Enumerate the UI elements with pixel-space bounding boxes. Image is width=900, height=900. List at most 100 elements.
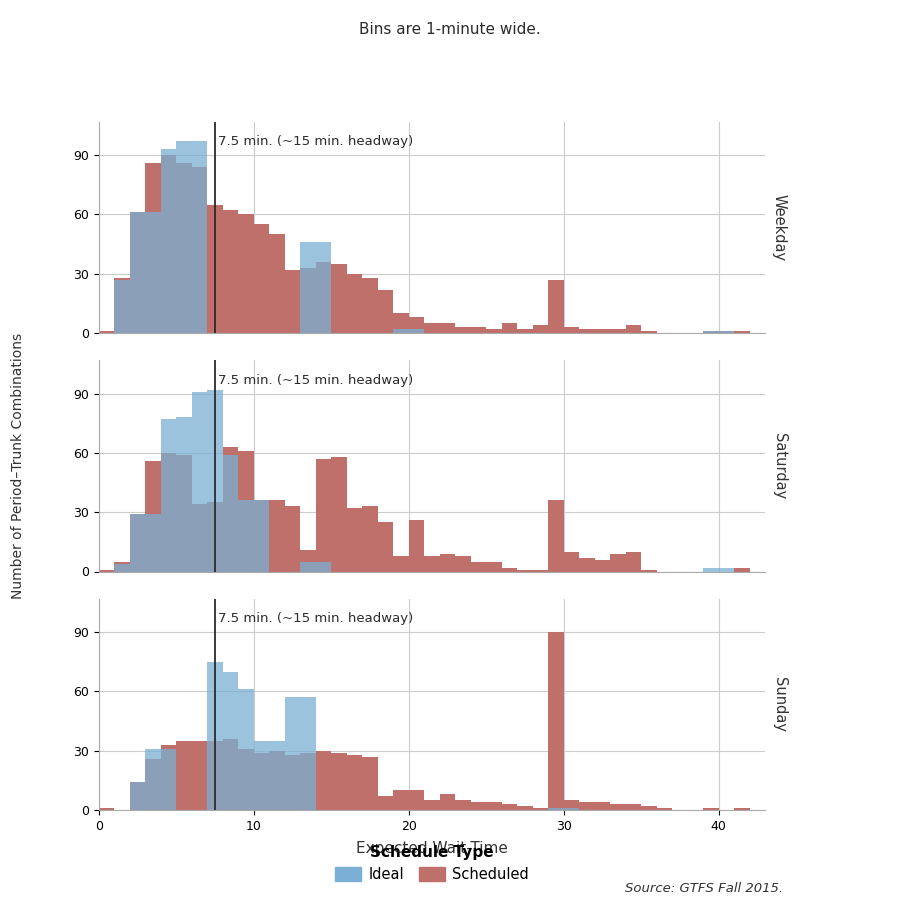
Bar bbox=[254, 500, 269, 572]
Bar bbox=[316, 262, 331, 333]
Bar bbox=[378, 290, 393, 333]
Legend: Ideal, Scheduled: Ideal, Scheduled bbox=[329, 839, 535, 888]
Bar bbox=[316, 242, 331, 333]
Bar bbox=[301, 268, 316, 333]
Bar bbox=[703, 331, 718, 333]
Bar bbox=[657, 808, 672, 810]
Bar bbox=[130, 782, 146, 810]
Bar bbox=[363, 757, 378, 810]
Bar bbox=[563, 327, 579, 333]
Bar bbox=[254, 752, 269, 810]
Bar bbox=[146, 212, 161, 333]
Bar bbox=[316, 562, 331, 572]
Bar bbox=[486, 802, 501, 810]
Bar bbox=[471, 562, 486, 572]
Bar bbox=[285, 507, 301, 572]
Bar bbox=[176, 163, 192, 333]
X-axis label: Expected Wait-Time: Expected Wait-Time bbox=[356, 842, 508, 856]
Bar bbox=[455, 327, 471, 333]
Bar bbox=[146, 163, 161, 333]
Bar bbox=[501, 323, 518, 333]
Bar bbox=[301, 242, 316, 333]
Bar bbox=[393, 790, 409, 810]
Bar bbox=[146, 759, 161, 810]
Bar bbox=[301, 698, 316, 810]
Bar bbox=[238, 689, 254, 810]
Bar bbox=[301, 562, 316, 572]
Bar bbox=[378, 522, 393, 572]
Bar bbox=[161, 749, 176, 810]
Bar bbox=[471, 802, 486, 810]
Bar bbox=[501, 568, 518, 572]
Bar bbox=[718, 331, 734, 333]
Bar bbox=[316, 459, 331, 572]
Bar bbox=[223, 454, 238, 572]
Bar bbox=[641, 570, 657, 572]
Bar bbox=[703, 808, 718, 810]
Text: Bins are 1-minute wide.: Bins are 1-minute wide. bbox=[359, 22, 541, 38]
Bar bbox=[424, 323, 440, 333]
Bar bbox=[238, 451, 254, 572]
Bar bbox=[285, 698, 301, 810]
Bar bbox=[130, 514, 146, 572]
Text: Source: GTFS Fall 2015.: Source: GTFS Fall 2015. bbox=[625, 883, 783, 896]
Bar bbox=[518, 806, 533, 810]
Bar bbox=[703, 331, 718, 333]
Bar bbox=[146, 514, 161, 572]
Text: Weekday: Weekday bbox=[771, 194, 787, 261]
Bar bbox=[718, 331, 734, 333]
Bar bbox=[595, 802, 610, 810]
Bar bbox=[238, 749, 254, 810]
Bar bbox=[207, 204, 223, 333]
Text: 7.5 min. (~15 min. headway): 7.5 min. (~15 min. headway) bbox=[219, 374, 413, 387]
Bar bbox=[254, 741, 269, 810]
Bar bbox=[579, 329, 595, 333]
Bar bbox=[192, 392, 207, 572]
Bar bbox=[192, 141, 207, 333]
Bar bbox=[254, 500, 269, 572]
Bar bbox=[346, 274, 363, 333]
Bar bbox=[331, 457, 346, 572]
Bar bbox=[223, 739, 238, 810]
Bar bbox=[130, 782, 146, 810]
Bar bbox=[393, 555, 409, 572]
Bar bbox=[346, 755, 363, 810]
Bar bbox=[393, 313, 409, 333]
Bar bbox=[176, 454, 192, 572]
Bar bbox=[533, 570, 548, 572]
Bar bbox=[440, 794, 455, 810]
Bar bbox=[238, 214, 254, 333]
Bar bbox=[409, 790, 424, 810]
Bar bbox=[563, 808, 579, 810]
Bar bbox=[161, 149, 176, 333]
Bar bbox=[455, 555, 471, 572]
Bar bbox=[114, 562, 130, 572]
Bar bbox=[718, 568, 734, 572]
Bar bbox=[563, 800, 579, 810]
Bar bbox=[161, 453, 176, 572]
Bar bbox=[424, 800, 440, 810]
Text: 7.5 min. (~15 min. headway): 7.5 min. (~15 min. headway) bbox=[219, 612, 413, 625]
Bar bbox=[99, 808, 114, 810]
Bar bbox=[626, 552, 641, 572]
Bar bbox=[579, 802, 595, 810]
Bar bbox=[610, 554, 626, 572]
Bar bbox=[579, 558, 595, 572]
Bar bbox=[238, 500, 254, 572]
Bar bbox=[518, 570, 533, 572]
Bar bbox=[734, 331, 750, 333]
Text: 7.5 min. (~15 min. headway): 7.5 min. (~15 min. headway) bbox=[219, 135, 413, 148]
Bar bbox=[393, 329, 409, 333]
Bar bbox=[176, 741, 192, 810]
Bar bbox=[486, 329, 501, 333]
Bar bbox=[409, 329, 424, 333]
Text: Saturday: Saturday bbox=[771, 433, 787, 499]
Bar bbox=[331, 264, 346, 333]
Bar bbox=[99, 570, 114, 572]
Bar bbox=[176, 141, 192, 333]
Bar bbox=[207, 741, 223, 810]
Bar bbox=[331, 752, 346, 810]
Bar bbox=[626, 804, 641, 810]
Bar bbox=[114, 278, 130, 333]
Bar bbox=[595, 560, 610, 572]
